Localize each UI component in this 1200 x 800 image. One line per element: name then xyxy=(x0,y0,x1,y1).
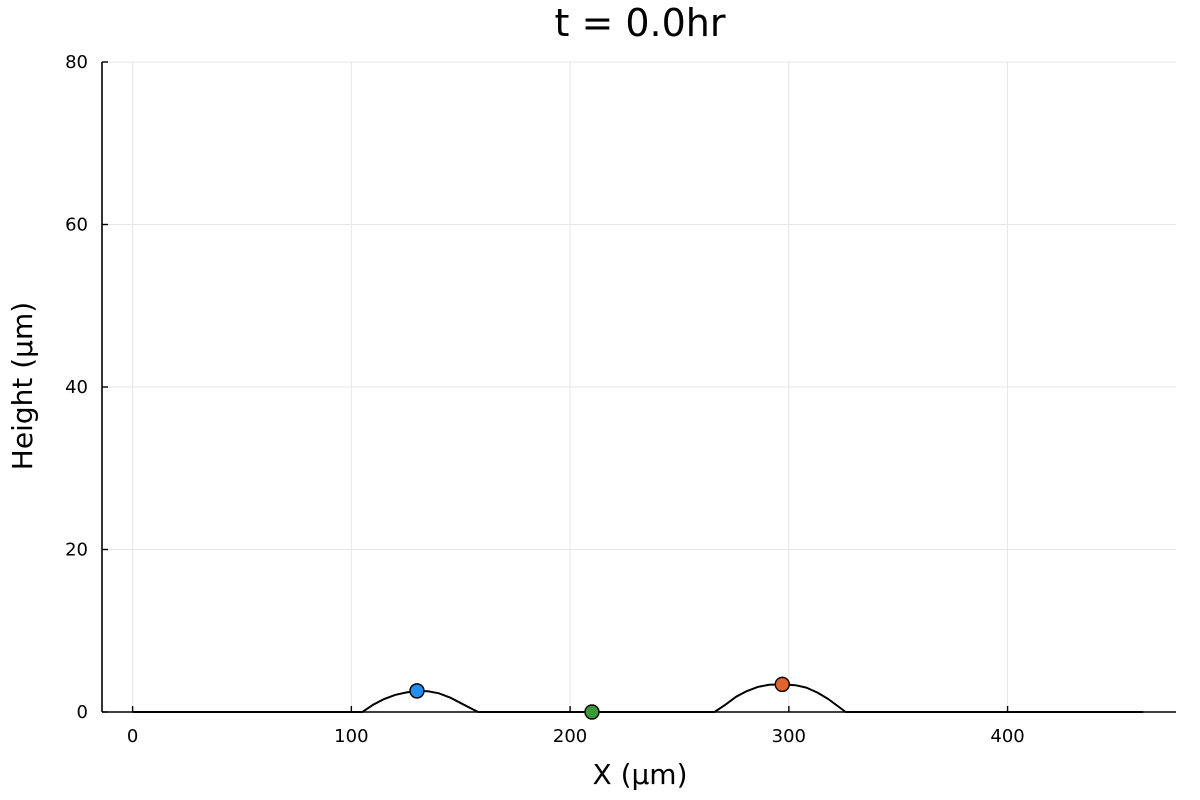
x-tick-label: 100 xyxy=(334,726,368,747)
x-tick-label: 200 xyxy=(553,726,587,747)
grid xyxy=(102,61,1176,713)
x-tick-label: 0 xyxy=(127,726,138,747)
y-axis-label: Height (µm) xyxy=(6,302,39,470)
height-profile-line xyxy=(132,683,1144,713)
x-axis-label: X (µm) xyxy=(592,758,687,791)
ticks: 0 100 200 300 400 0 20 40 60 80 xyxy=(65,52,1025,747)
x-tick-label: 400 xyxy=(990,726,1024,747)
x-tick-label: 300 xyxy=(772,726,806,747)
y-tick-label: 60 xyxy=(65,215,88,236)
markers xyxy=(409,676,790,720)
data-point-1 xyxy=(409,683,425,699)
y-tick-label: 40 xyxy=(65,377,88,398)
y-tick-label: 80 xyxy=(65,52,88,73)
y-tick-label: 0 xyxy=(77,702,88,723)
series xyxy=(132,683,1144,713)
y-tick-label: 20 xyxy=(65,540,88,561)
data-point-2 xyxy=(584,704,600,720)
chart-title: t = 0.0hr xyxy=(554,1,725,45)
data-point-3 xyxy=(774,676,790,693)
